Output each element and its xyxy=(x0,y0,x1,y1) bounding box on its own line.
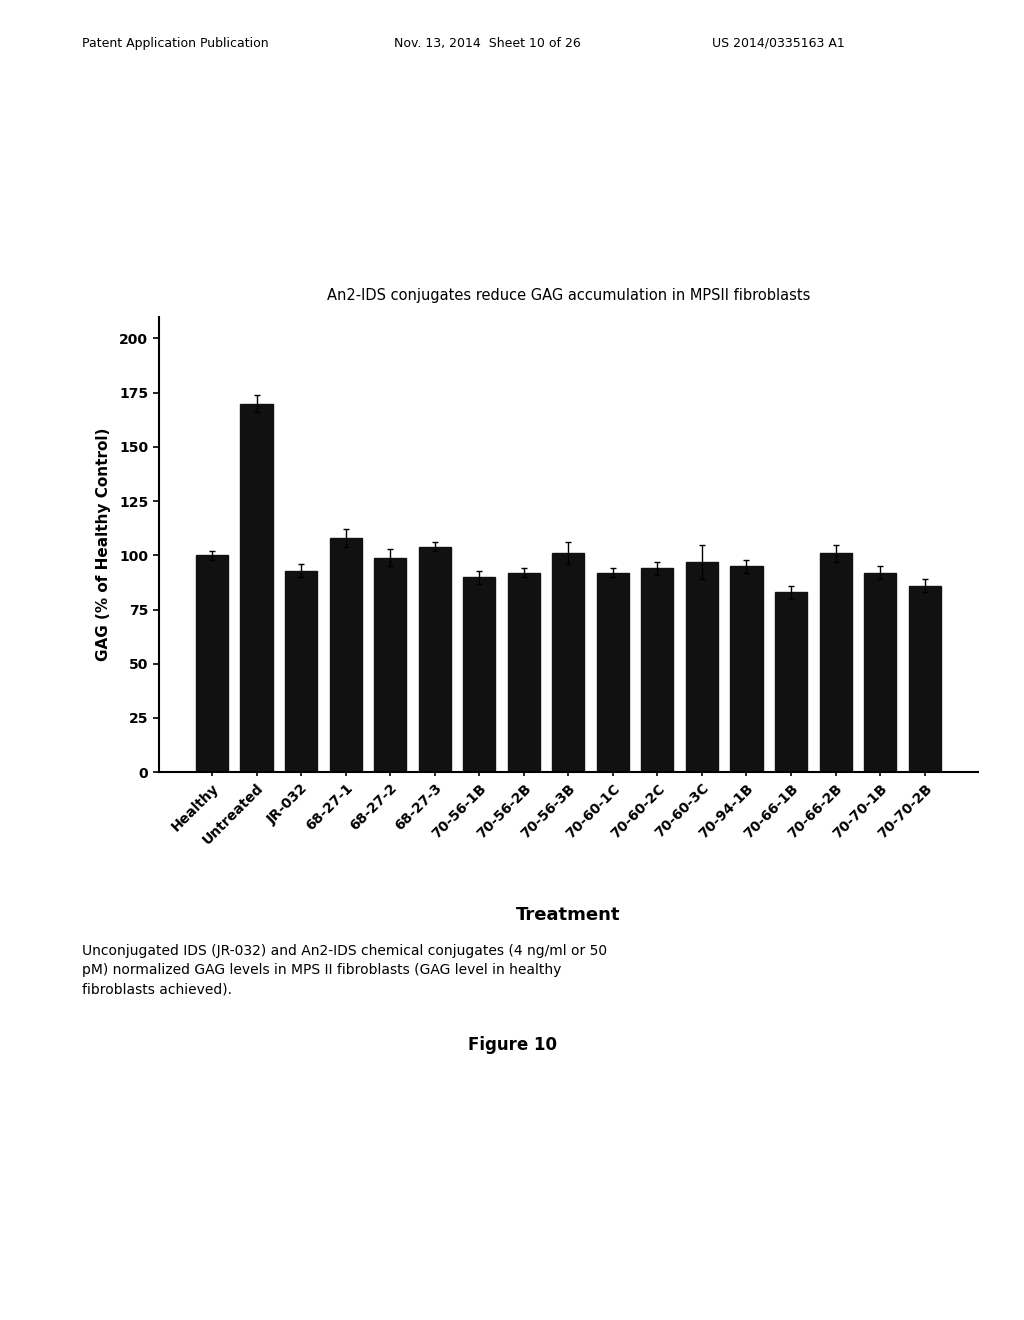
Y-axis label: GAG (% of Healthy Control): GAG (% of Healthy Control) xyxy=(95,428,111,661)
Bar xyxy=(730,566,763,772)
Bar xyxy=(686,562,718,772)
Bar xyxy=(374,557,407,772)
Bar xyxy=(285,570,317,772)
Bar xyxy=(597,573,629,772)
Text: US 2014/0335163 A1: US 2014/0335163 A1 xyxy=(712,37,845,50)
Bar xyxy=(908,586,941,772)
Text: Figure 10: Figure 10 xyxy=(468,1036,556,1055)
Bar xyxy=(330,539,361,772)
Text: Unconjugated IDS (JR-032) and An2-IDS chemical conjugates (4 ng/ml or 50
pM) nor: Unconjugated IDS (JR-032) and An2-IDS ch… xyxy=(82,944,607,997)
Title: An2-IDS conjugates reduce GAG accumulation in MPSII fibroblasts: An2-IDS conjugates reduce GAG accumulati… xyxy=(327,288,810,304)
Bar xyxy=(419,546,451,772)
Bar xyxy=(196,556,228,772)
Bar xyxy=(463,577,496,772)
Bar xyxy=(508,573,540,772)
Bar xyxy=(864,573,896,772)
Text: Patent Application Publication: Patent Application Publication xyxy=(82,37,268,50)
Bar xyxy=(552,553,585,772)
Bar xyxy=(819,553,852,772)
Bar xyxy=(775,593,807,772)
Bar xyxy=(241,404,272,772)
Text: Nov. 13, 2014  Sheet 10 of 26: Nov. 13, 2014 Sheet 10 of 26 xyxy=(394,37,581,50)
Bar xyxy=(641,569,674,772)
X-axis label: Treatment: Treatment xyxy=(516,906,621,924)
